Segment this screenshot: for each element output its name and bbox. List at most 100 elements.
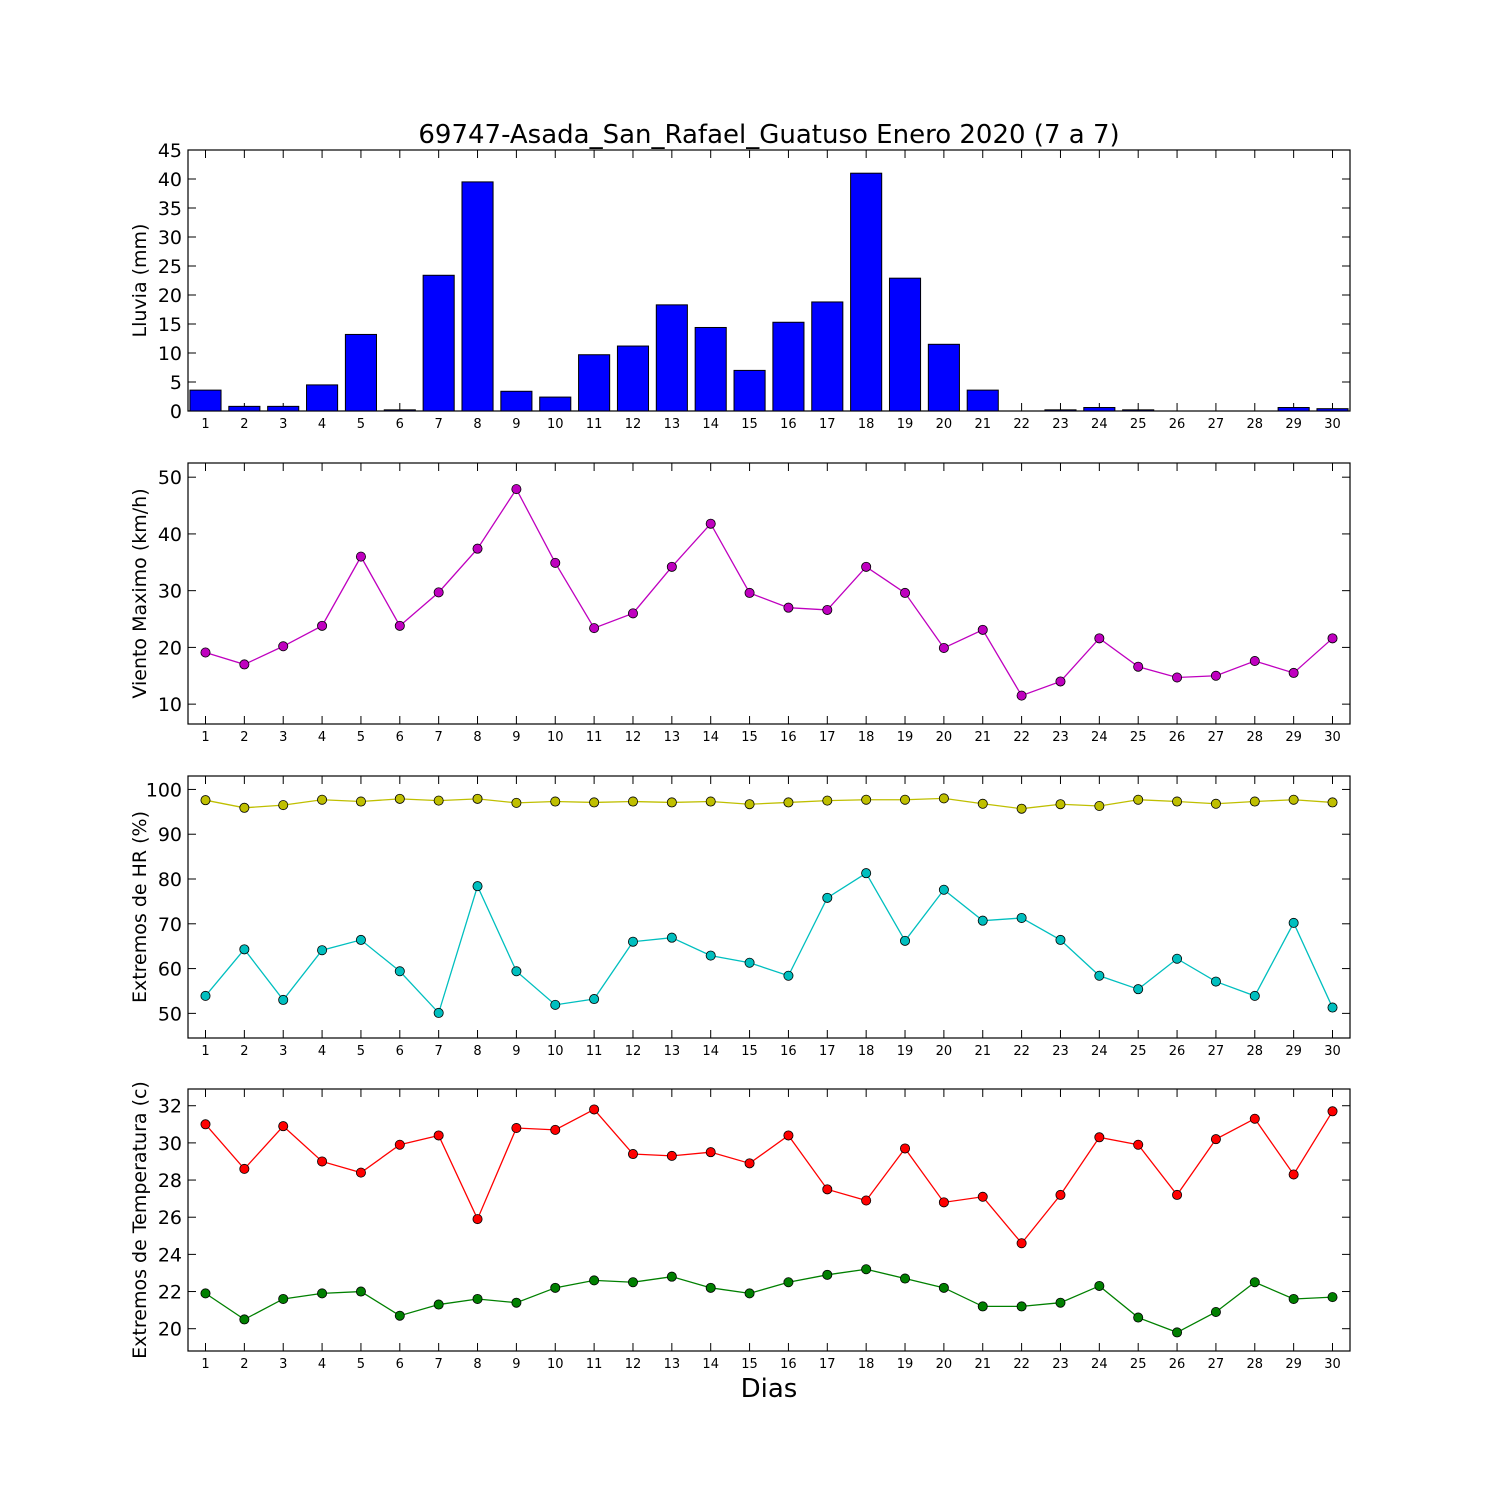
bar	[927, 343, 960, 412]
data-point	[511, 966, 522, 977]
bar	[578, 354, 611, 412]
data-point	[1210, 976, 1221, 987]
x-tick-label: 1	[201, 1357, 209, 1372]
y-tick-label: 40	[158, 169, 182, 191]
bar	[383, 409, 416, 412]
data-point	[278, 1121, 289, 1132]
x-tick-label: 14	[702, 1044, 719, 1059]
x-tick-label: 19	[897, 1044, 914, 1059]
data-point	[861, 794, 872, 805]
x-tick-label: 7	[435, 417, 443, 432]
data-point	[900, 587, 911, 598]
x-tick-label: 25	[1130, 1044, 1147, 1059]
x-tick-label: 15	[741, 730, 758, 745]
x-tick-label: 16	[780, 730, 797, 745]
x-tick-label: 27	[1208, 1357, 1225, 1372]
data-point	[433, 1007, 444, 1018]
x-tick-label: 29	[1285, 417, 1302, 432]
y-tick-label: 50	[158, 467, 182, 489]
x-tick-label: 26	[1169, 1357, 1186, 1372]
data-point	[472, 1214, 483, 1225]
data-point	[511, 1123, 522, 1134]
x-tick-label: 29	[1285, 1044, 1302, 1059]
y-tick-label: 5	[170, 372, 182, 394]
x-tick-label: 10	[547, 1357, 564, 1372]
y-tick-label: 35	[158, 198, 182, 220]
data-point	[433, 587, 444, 598]
x-tick-label: 19	[897, 1357, 914, 1372]
data-point	[1288, 917, 1299, 928]
data-point	[511, 1297, 522, 1308]
x-tick-label: 23	[1052, 1357, 1069, 1372]
bar	[267, 405, 300, 412]
data-point	[1249, 796, 1260, 807]
bar	[1083, 407, 1116, 412]
data-point	[1055, 676, 1066, 687]
data-point	[822, 604, 833, 615]
x-tick-label: 24	[1091, 1044, 1108, 1059]
x-tick-label: 22	[1013, 1044, 1030, 1059]
data-point	[200, 990, 211, 1001]
bar	[850, 172, 883, 412]
x-tick-label: 10	[547, 730, 564, 745]
bar	[966, 389, 999, 412]
data-point	[550, 1282, 561, 1293]
x-tick-label: 7	[435, 1044, 443, 1059]
data-point	[355, 551, 366, 562]
x-tick-label: 2	[240, 1044, 248, 1059]
data-point	[394, 793, 405, 804]
x-tick-label: 18	[858, 1357, 875, 1372]
data-point	[1249, 990, 1260, 1001]
data-point	[1327, 1292, 1338, 1303]
data-point	[433, 1130, 444, 1141]
data-point	[861, 561, 872, 572]
x-tick-label: 28	[1247, 1357, 1264, 1372]
data-point	[705, 1282, 716, 1293]
y-tick-label: 20	[158, 285, 182, 307]
x-tick-label: 21	[974, 1357, 991, 1372]
data-point	[938, 1197, 949, 1208]
y-axis-label: Lluvia (mm)	[129, 224, 151, 338]
data-point	[1055, 1189, 1066, 1200]
data-point	[589, 797, 600, 808]
x-tick-label: 15	[741, 1044, 758, 1059]
data-point	[472, 543, 483, 554]
x-tick-label: 11	[586, 1044, 603, 1059]
bar	[811, 301, 844, 412]
bar	[500, 390, 533, 412]
bar	[461, 181, 494, 412]
data-point	[666, 1150, 677, 1161]
bar	[733, 369, 766, 412]
data-point	[589, 623, 600, 634]
data-point	[355, 934, 366, 945]
data-point	[977, 798, 988, 809]
data-point	[200, 1288, 211, 1299]
data-point	[1172, 796, 1183, 807]
x-tick-label: 5	[357, 1357, 365, 1372]
x-tick-label: 11	[586, 730, 603, 745]
data-point	[977, 1301, 988, 1312]
data-point	[200, 795, 211, 806]
data-point	[666, 797, 677, 808]
data-point	[278, 800, 289, 811]
data-point	[822, 1269, 833, 1280]
data-point	[433, 1299, 444, 1310]
x-tick-label: 20	[936, 417, 953, 432]
x-tick-label: 24	[1091, 1357, 1108, 1372]
data-point	[977, 915, 988, 926]
plot-frame	[187, 462, 1351, 725]
x-tick-label: 14	[702, 730, 719, 745]
bar	[616, 345, 650, 412]
y-tick-label: 80	[158, 869, 182, 891]
data-point	[1016, 803, 1027, 814]
data-point	[900, 1143, 911, 1154]
x-tick-label: 9	[512, 417, 520, 432]
data-point	[1172, 953, 1183, 964]
data-point	[744, 799, 755, 810]
data-point	[627, 1277, 638, 1288]
x-tick-label: 11	[586, 417, 603, 432]
x-tick-label: 5	[357, 417, 365, 432]
bar	[694, 326, 727, 412]
series-line	[205, 1268, 1333, 1334]
